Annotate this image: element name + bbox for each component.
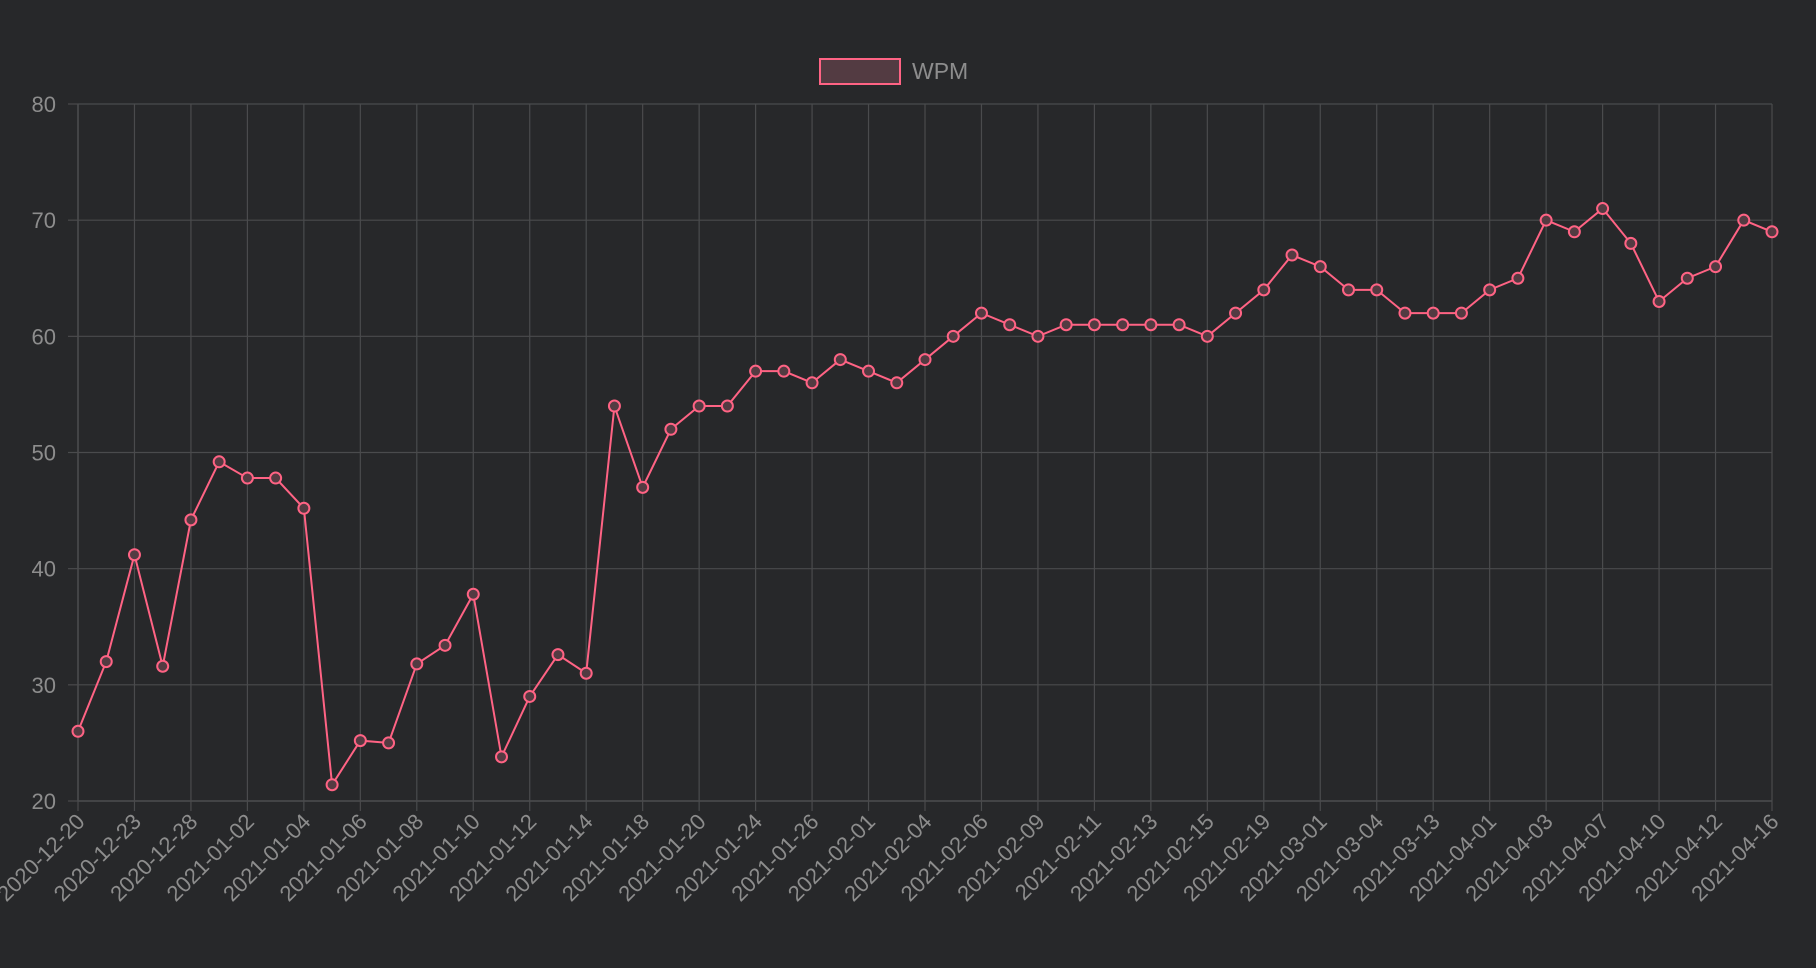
data-point[interactable] [1652,294,1666,308]
data-point[interactable] [1596,202,1610,216]
data-point[interactable] [918,353,932,367]
data-point[interactable] [664,422,678,436]
data-point[interactable] [1031,329,1045,343]
data-point[interactable] [1567,225,1581,239]
data-point[interactable] [1398,306,1412,320]
data-point[interactable] [1257,283,1271,297]
data-point[interactable] [1680,271,1694,285]
data-point[interactable] [636,480,650,494]
legend-swatch [819,58,901,85]
data-point[interactable] [1511,271,1525,285]
y-tick-label: 30 [32,673,56,698]
data-point[interactable] [523,689,537,703]
data-point[interactable] [184,513,198,527]
data-point[interactable] [99,655,113,669]
data-point[interactable] [607,399,621,413]
data-point[interactable] [974,306,988,320]
data-point[interactable] [579,666,593,680]
legend[interactable]: WPM [819,58,968,85]
data-point[interactable] [551,648,565,662]
data-point[interactable] [777,364,791,378]
data-point[interactable] [946,329,960,343]
data-point[interactable] [1285,248,1299,262]
data-point[interactable] [1709,260,1723,274]
data-point[interactable] [1087,318,1101,332]
y-tick-label: 60 [32,324,56,349]
y-tick-label: 40 [32,557,56,582]
grid-lines [77,103,1773,802]
data-point[interactable] [805,376,819,390]
data-point[interactable] [353,734,367,748]
data-point[interactable] [156,659,170,673]
data-point[interactable] [1116,318,1130,332]
data-point[interactable] [127,548,141,562]
data-point[interactable] [212,455,226,469]
y-tick-label: 70 [32,208,56,233]
data-point[interactable] [1370,283,1384,297]
series-wpm [71,202,1779,792]
data-point[interactable] [749,364,763,378]
data-point[interactable] [71,724,85,738]
data-point[interactable] [1624,236,1638,250]
y-tick-label: 80 [32,92,56,117]
data-point[interactable] [297,501,311,515]
data-point[interactable] [438,638,452,652]
x-axis: 2020-12-202020-12-232020-12-282021-01-02… [0,800,1784,906]
data-point[interactable] [1059,318,1073,332]
legend-label: WPM [912,58,968,84]
data-point[interactable] [720,399,734,413]
data-point[interactable] [1144,318,1158,332]
data-point[interactable] [1539,213,1553,227]
data-point[interactable] [1426,306,1440,320]
y-tick-label: 20 [32,789,56,814]
data-point[interactable] [1342,283,1355,297]
data-point[interactable] [1172,318,1186,332]
data-point[interactable] [382,736,396,750]
data-point[interactable] [325,778,339,792]
data-point[interactable] [1003,318,1017,332]
data-point[interactable] [890,376,904,390]
data-point[interactable] [1765,225,1779,239]
data-point[interactable] [495,750,508,764]
data-point[interactable] [1313,260,1327,274]
data-point[interactable] [1454,306,1468,320]
data-point[interactable] [833,353,847,367]
data-point[interactable] [466,587,480,601]
data-point[interactable] [862,364,876,378]
data-point[interactable] [1200,329,1214,343]
y-tick-label: 50 [32,441,56,466]
data-point[interactable] [269,471,283,485]
data-point[interactable] [1483,283,1497,297]
data-point[interactable] [1737,213,1751,227]
data-point[interactable] [240,471,254,485]
data-point[interactable] [1229,306,1243,320]
y-axis: 20 30 40 50 60 70 80 [32,92,79,814]
data-point[interactable] [692,399,706,413]
data-point[interactable] [410,657,424,671]
